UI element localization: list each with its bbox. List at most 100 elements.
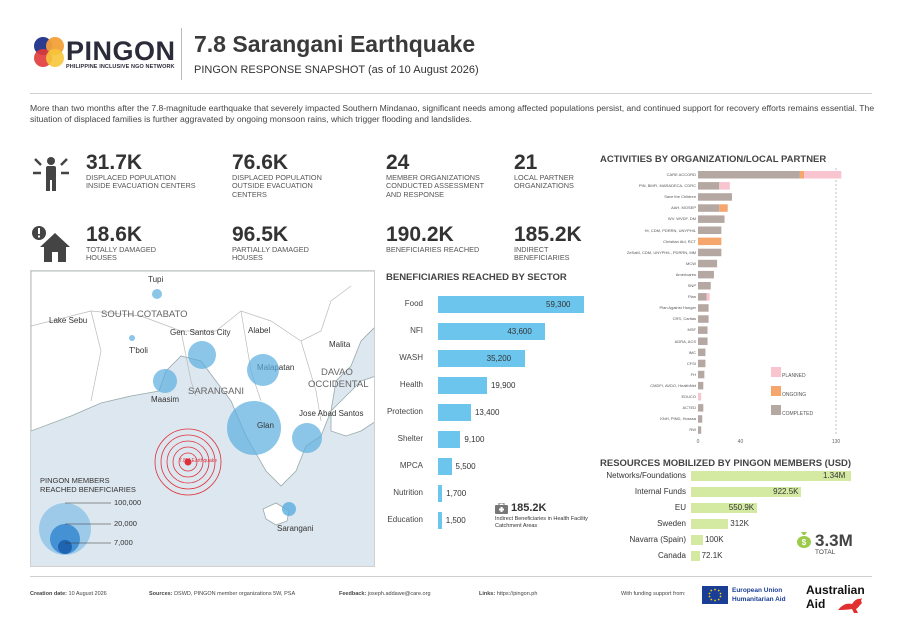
sector-bar-label: WASH — [399, 353, 423, 362]
resource-value: 312K — [730, 519, 749, 528]
resource-label: Networks/Foundations — [606, 471, 686, 480]
activity-org-label: PIN, BMFI, MARADECA, CDRC — [638, 183, 696, 189]
sector-bar-value: 9,100 — [464, 435, 485, 444]
stat-label: MEMBER ORGANIZATIONS CONDUCTED ASSESSMEN… — [386, 173, 484, 199]
stat-member-orgs: 24 MEMBER ORGANIZATIONS CONDUCTED ASSESS… — [386, 152, 511, 199]
legend-label-planned: PLANNED — [782, 373, 806, 379]
activity-bar-completed — [698, 226, 722, 234]
map-bubbles — [39, 289, 322, 555]
indirect-note-text: Indirect Beneficiaries in Health Facilit… — [495, 516, 588, 529]
stat-local-partners: 21 LOCAL PARTNER ORGANIZATIONS — [514, 152, 639, 191]
header-divider — [181, 28, 182, 80]
legend-value-100000: 100,000 — [114, 498, 142, 507]
activity-org-label: Save the Children — [664, 194, 696, 200]
footer-rule — [30, 576, 872, 577]
resource-bar — [691, 551, 700, 561]
sector-bar-value: 1,700 — [446, 489, 467, 498]
sector-bar — [438, 377, 487, 394]
activities-tick-label: 130 — [832, 439, 841, 445]
stat-value: 24 — [386, 151, 410, 174]
activity-org-label: HI, CDM, PDRRN, UNYPHIL — [644, 227, 696, 233]
sector-bar-label: Health — [399, 380, 423, 389]
stat-value: 96.5K — [232, 223, 289, 246]
activity-bar-completed — [698, 415, 703, 423]
map-label-tupi: Tupi — [148, 275, 164, 284]
stat-label: BENEFICIARIES REACHED — [386, 245, 480, 254]
activity-bar-completed — [698, 204, 720, 212]
activity-bar-completed — [698, 259, 718, 268]
sector-chart-title: BENEFICIARIES REACHED BY SECTOR — [386, 272, 567, 283]
activity-org-label: MCW — [686, 260, 696, 266]
sector-bar-label: Food — [404, 299, 423, 308]
sector-bar-label: NFI — [410, 326, 423, 335]
legend-swatch-ongoing — [771, 386, 781, 396]
indirect-note-value: 185.2K — [511, 502, 547, 514]
footer-creation: Creation date: 10 August 2026 — [30, 591, 107, 597]
activity-bar-completed — [698, 304, 709, 312]
bubble-malapatan — [247, 354, 279, 386]
aus-aid-line-2: Aid — [806, 597, 826, 611]
stat-value: 31.7K — [86, 151, 143, 174]
legend-title-1: PINGON MEMBERS — [40, 476, 110, 485]
activity-org-label: AAH, MOSEP — [671, 205, 696, 211]
activity-bar-completed — [698, 171, 800, 179]
sector-bar-value: 43,600 — [507, 327, 532, 336]
sector-bar-row: MPCA 5,500 — [389, 458, 589, 475]
stat-label: PARTIALLY DAMAGED HOUSES — [232, 245, 309, 263]
header-rule — [30, 93, 872, 94]
map-label-davao-occ-2: OCCIDENTAL — [308, 379, 369, 390]
sector-bar-row: Shelter 9,100 — [389, 431, 589, 448]
map-panel: Tupi Lake Sebu SOUTH COTABATO T'boli Gen… — [30, 270, 375, 567]
activity-org-label: CFSI — [686, 360, 696, 366]
page-subtitle: PINGON RESPONSE SNAPSHOT (as of 10 Augus… — [194, 64, 479, 76]
resource-value: 1.34M — [823, 471, 846, 480]
activities-tick-label: 40 — [738, 439, 744, 445]
activity-org-label: IMC — [688, 349, 696, 355]
resources-total-value: 3.3M — [815, 531, 853, 550]
footer-links[interactable]: Links: https://pingon.ph — [479, 591, 538, 597]
stat-totally-damaged: 18.6K TOTALLY DAMAGED HOUSES — [86, 224, 211, 263]
sector-bar-row: WASH 35,200 — [389, 350, 589, 367]
legend-label-ongoing: ONGOING — [782, 392, 806, 398]
map-label-sarangani-province: SARANGANI — [188, 386, 244, 397]
resources-total-label: TOTAL — [815, 549, 836, 556]
activity-bar-completed — [698, 370, 705, 379]
map-label-alabel: Alabel — [248, 326, 271, 335]
map-label-malita: Malita — [329, 340, 351, 349]
sector-bar-label: Nutrition — [393, 488, 423, 497]
sector-bar-value: 35,200 — [486, 354, 512, 363]
stat-displaced-inside: 31.7K DISPLACED POPULATION INSIDE EVACUA… — [86, 152, 211, 191]
stat-value: 18.6K — [86, 223, 143, 246]
activity-org-label: Christian Aid, RCT — [663, 238, 696, 244]
map-label-tboli: T'boli — [129, 346, 148, 355]
activity-bar-ongoing — [698, 237, 722, 246]
pingon-logo-icon — [34, 37, 64, 67]
sector-bar — [438, 431, 461, 448]
activity-bar-completed — [698, 404, 704, 412]
intro-text: More than two months after the 7.8-magni… — [30, 103, 875, 124]
sector-bar-label: Shelter — [397, 434, 423, 443]
sector-bar — [438, 323, 546, 340]
displaced-person-icon — [33, 157, 69, 191]
sector-bar — [438, 404, 471, 421]
activity-org-label: RW — [689, 427, 696, 433]
sector-chart: Food 59,300 NFI 43,600 WASH 35,200 Health 19,90… — [387, 296, 589, 536]
sector-bar-value: 13,400 — [474, 408, 500, 417]
svg-text:$: $ — [802, 538, 807, 547]
stat-partially-damaged: 96.5K PARTIALLY DAMAGED HOUSES — [232, 224, 357, 263]
activity-org-label: ZeSaM, CDM, UNYPHIL, PDRRN, MM — [626, 249, 696, 255]
activity-bar-completed — [698, 282, 711, 290]
activity-org-label: ACTED — [682, 405, 696, 411]
bubble-jose-abad — [292, 423, 322, 453]
sector-bar — [438, 485, 443, 502]
legend-label-completed: COMPLETED — [782, 411, 814, 417]
sector-bar — [438, 458, 452, 475]
activity-bar-completed — [698, 182, 720, 190]
activity-org-label: Plan Against Hunger — [659, 305, 696, 311]
activity-org-label: CRS, Caritas — [672, 316, 696, 322]
activity-bar-completed — [698, 359, 706, 368]
sector-bar — [438, 350, 525, 367]
activity-bar-completed — [698, 293, 707, 301]
eu-logo-line-2: Humanitarian Aid — [732, 596, 786, 603]
activity-org-label: FH — [690, 371, 696, 377]
